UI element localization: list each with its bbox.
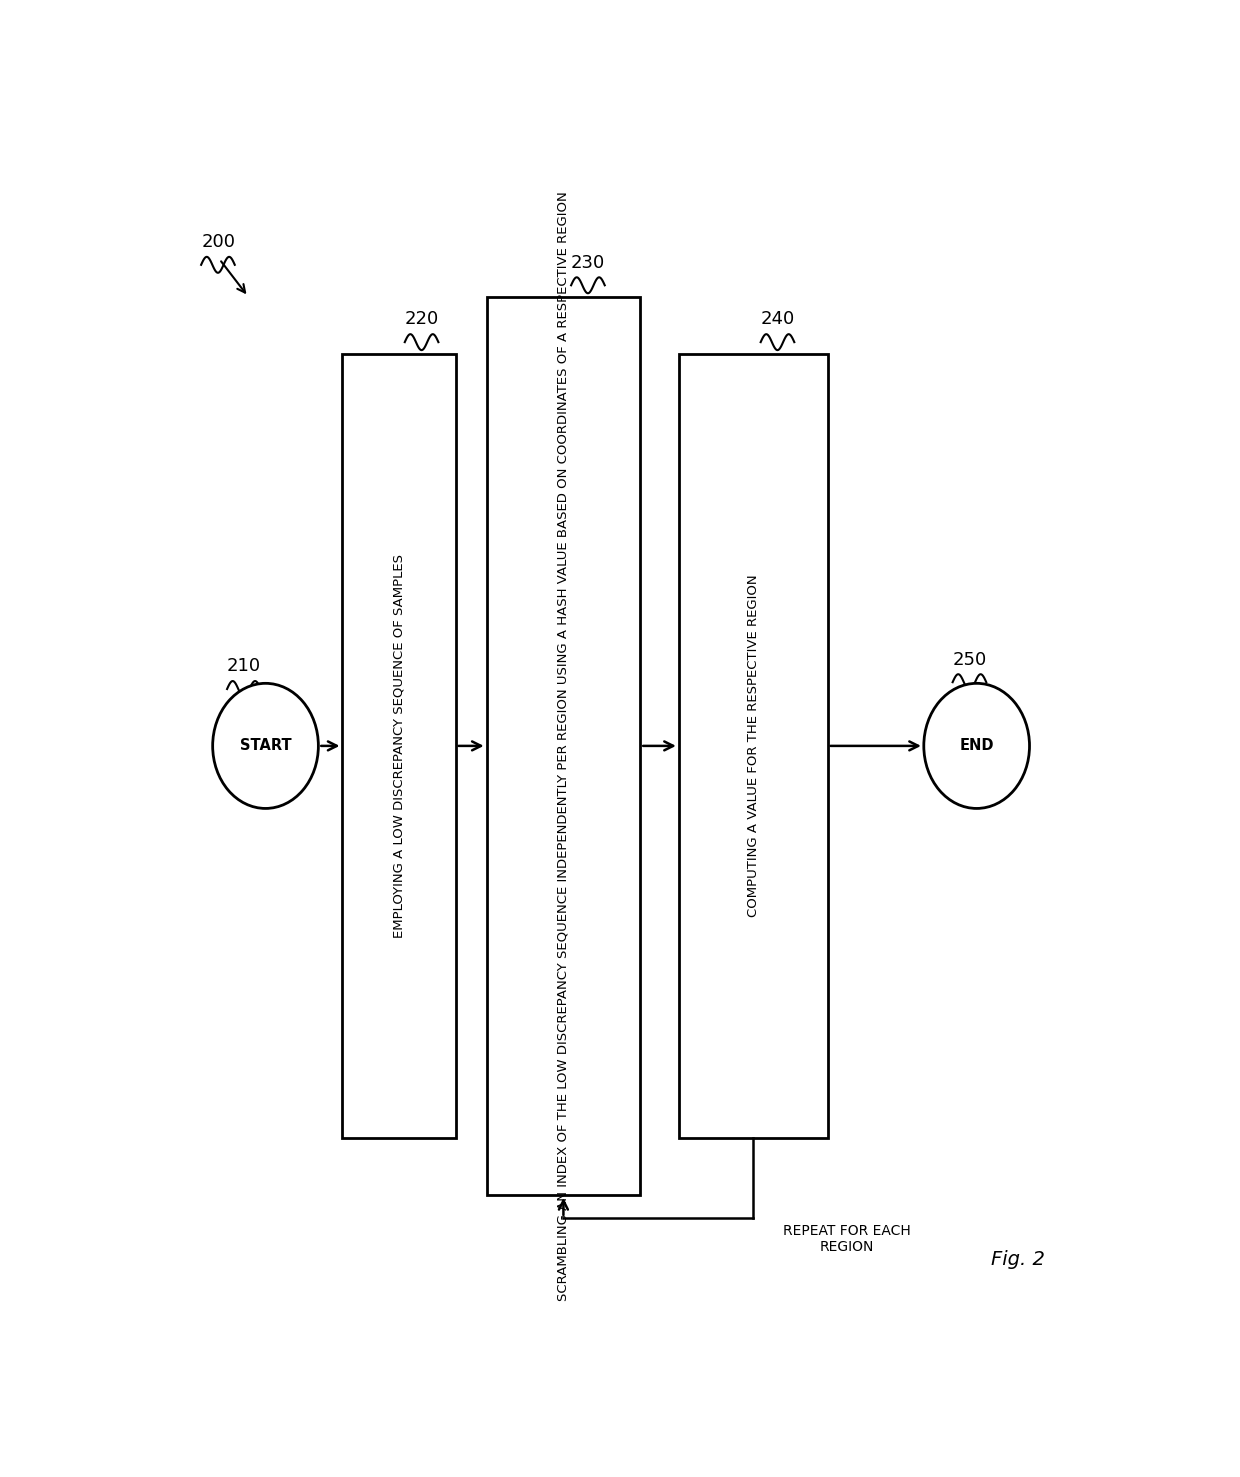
Bar (678, 353, 828, 1139)
Circle shape (924, 684, 1029, 808)
Bar (486, 297, 640, 1195)
Text: SCRAMBLING AN INDEX OF THE LOW DISCREPANCY SEQUENCE INDEPENDENTLY PER REGION USI: SCRAMBLING AN INDEX OF THE LOW DISCREPAN… (557, 191, 570, 1301)
Text: 200: 200 (201, 233, 236, 251)
Circle shape (213, 684, 319, 808)
Text: EMPLOYING A LOW DISCREPANCY SEQUENCE OF SAMPLES: EMPLOYING A LOW DISCREPANCY SEQUENCE OF … (393, 554, 405, 938)
Text: START: START (239, 738, 291, 753)
Text: 220: 220 (404, 310, 439, 328)
Text: Fig. 2: Fig. 2 (991, 1250, 1045, 1269)
Text: REPEAT FOR EACH
REGION: REPEAT FOR EACH REGION (782, 1223, 911, 1254)
Text: 230: 230 (572, 254, 605, 272)
Text: END: END (960, 738, 994, 753)
Text: 250: 250 (952, 650, 987, 669)
Text: 240: 240 (760, 310, 795, 328)
Text: COMPUTING A VALUE FOR THE RESPECTIVE REGION: COMPUTING A VALUE FOR THE RESPECTIVE REG… (746, 575, 760, 917)
Bar (342, 353, 456, 1139)
Text: 210: 210 (227, 657, 262, 675)
